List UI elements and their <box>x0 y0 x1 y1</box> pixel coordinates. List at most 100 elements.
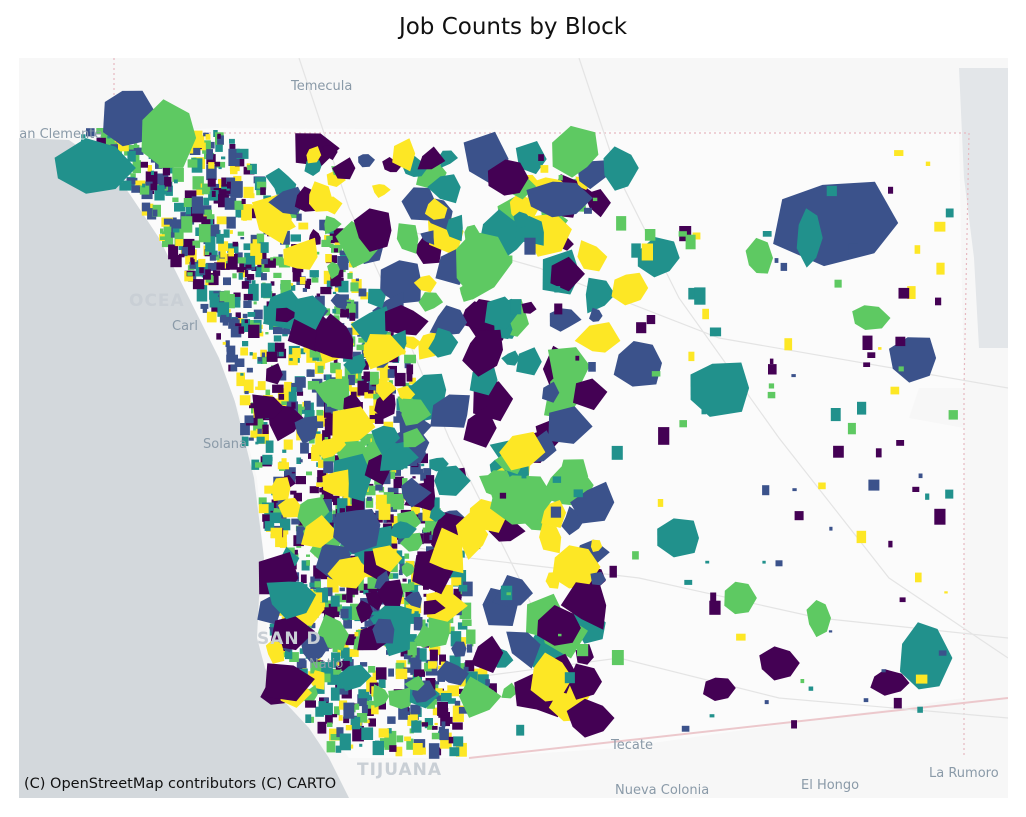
block-polygon <box>296 658 306 669</box>
block-polygon <box>230 326 242 338</box>
block-polygon <box>388 573 393 579</box>
block-polygon <box>709 714 715 718</box>
block-polygon <box>404 591 422 609</box>
block-polygon <box>174 179 178 184</box>
block-polygon <box>318 701 327 709</box>
block-polygon <box>451 577 462 586</box>
block-polygon <box>368 390 374 394</box>
block-polygon <box>289 652 299 662</box>
block-polygon <box>258 419 263 424</box>
block-polygon <box>427 725 434 730</box>
block-polygon <box>332 157 356 180</box>
block-polygon <box>306 560 310 566</box>
block-polygon <box>400 583 410 593</box>
block-polygon <box>230 364 238 372</box>
block-polygon <box>447 698 456 704</box>
block-polygon <box>261 273 267 281</box>
block-polygon <box>217 135 224 145</box>
block-polygon <box>256 436 265 444</box>
block-polygon <box>395 668 408 680</box>
job-count-blocks <box>54 90 958 759</box>
block-polygon <box>893 697 902 709</box>
block-polygon <box>215 161 221 167</box>
block-polygon <box>119 180 132 191</box>
block-polygon <box>402 478 408 486</box>
block-polygon <box>361 704 368 715</box>
block-polygon <box>398 556 405 565</box>
block-polygon <box>372 545 403 573</box>
block-polygon <box>160 228 164 234</box>
label-national: Natio <box>309 657 343 672</box>
block-polygon <box>334 706 340 716</box>
block-polygon <box>424 718 433 729</box>
block-polygon <box>347 273 353 279</box>
block-polygon <box>211 190 216 197</box>
block-polygon <box>330 514 340 529</box>
block-polygon <box>330 293 347 310</box>
block-polygon <box>462 329 503 377</box>
block-polygon <box>794 511 804 521</box>
block-polygon <box>157 173 169 185</box>
block-polygon <box>244 277 252 284</box>
label-san-diego: SAN D <box>257 629 322 649</box>
block-polygon <box>316 409 324 416</box>
block-polygon <box>918 473 923 479</box>
block-polygon <box>710 592 717 602</box>
block-polygon <box>245 264 252 269</box>
block-polygon <box>681 725 690 732</box>
block-polygon <box>314 571 321 579</box>
block-polygon <box>344 364 356 383</box>
block-polygon <box>237 257 246 264</box>
block-polygon <box>322 469 349 498</box>
block-polygon <box>577 644 589 657</box>
block-polygon <box>343 716 350 724</box>
block-polygon <box>709 600 721 615</box>
block-polygon <box>304 410 315 421</box>
block-polygon <box>407 716 415 726</box>
block-polygon <box>340 608 349 619</box>
block-polygon <box>302 288 307 292</box>
block-polygon <box>315 415 326 427</box>
block-polygon <box>172 228 180 233</box>
block-polygon <box>762 560 766 564</box>
block-polygon <box>86 128 95 137</box>
block-polygon <box>762 231 772 237</box>
block-polygon <box>311 277 319 283</box>
block-polygon <box>141 202 151 212</box>
block-polygon <box>350 716 361 730</box>
block-polygon <box>554 303 563 315</box>
block-polygon <box>258 357 262 362</box>
block-polygon <box>228 148 240 166</box>
block-polygon <box>439 728 449 741</box>
block-polygon <box>265 389 271 396</box>
block-polygon <box>339 733 351 751</box>
block-polygon <box>791 720 797 729</box>
block-polygon <box>329 522 334 528</box>
block-polygon <box>205 134 211 140</box>
block-polygon <box>366 496 372 501</box>
block-polygon <box>133 147 144 155</box>
block-polygon <box>875 448 882 458</box>
block-polygon <box>524 237 536 255</box>
block-polygon <box>190 130 203 148</box>
block-polygon <box>322 673 331 683</box>
block-polygon <box>834 279 842 288</box>
block-polygon <box>216 233 224 244</box>
block-polygon <box>826 185 837 197</box>
block-polygon <box>422 506 434 521</box>
block-polygon <box>350 603 362 620</box>
map-canvas[interactable]: Temecula San Clemente OCEA Carl Solana S… <box>19 58 1008 798</box>
map-title: Job Counts by Block <box>398 14 628 40</box>
block-polygon <box>434 722 438 726</box>
block-polygon <box>163 218 173 225</box>
block-polygon <box>345 725 352 731</box>
block-polygon <box>258 497 267 505</box>
label-el-hongo: El Hongo <box>801 778 859 793</box>
block-polygon <box>331 714 338 718</box>
block-polygon <box>780 262 788 271</box>
block-polygon <box>440 661 446 667</box>
block-polygon <box>260 283 272 298</box>
block-polygon <box>387 716 396 724</box>
block-polygon <box>584 189 611 218</box>
block-polygon <box>294 415 318 444</box>
